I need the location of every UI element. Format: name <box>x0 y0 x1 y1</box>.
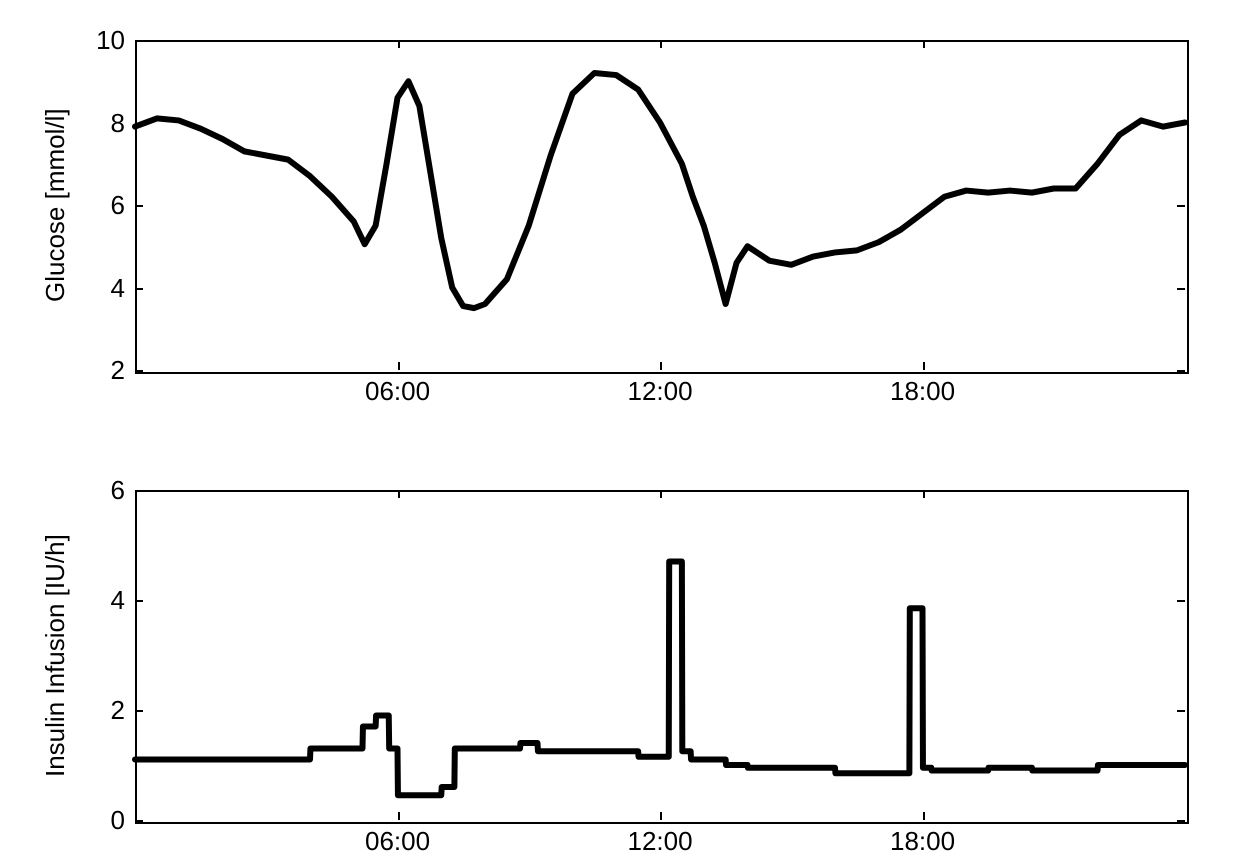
insulin-ylabel: Insulin Infusion [IU/h] <box>40 534 71 777</box>
glucose-ytick-label: 10 <box>96 25 125 56</box>
glucose-ytick-label: 8 <box>111 108 125 139</box>
glucose-ytick-right <box>1177 370 1185 372</box>
insulin-ytick-right <box>1177 820 1185 822</box>
insulin-ytick-label: 6 <box>111 475 125 506</box>
glucose-series-line <box>135 73 1185 308</box>
glucose-plot <box>135 40 1185 370</box>
glucose-ytick-label: 4 <box>111 273 125 304</box>
glucose-xtick-label: 18:00 <box>890 376 955 407</box>
insulin-ytick-label: 2 <box>111 695 125 726</box>
glucose-xtick-label: 12:00 <box>628 376 693 407</box>
glucose-ytick <box>135 370 143 372</box>
insulin-plot <box>135 490 1185 820</box>
insulin-ytick-label: 0 <box>111 805 125 836</box>
insulin-ytick-label: 4 <box>111 585 125 616</box>
insulin-xtick-label: 18:00 <box>890 826 955 857</box>
glucose-ytick-label: 6 <box>111 190 125 221</box>
insulin-xtick-label: 06:00 <box>365 826 430 857</box>
insulin-xtick-label: 12:00 <box>628 826 693 857</box>
insulin-series-line <box>135 562 1185 796</box>
insulin-ytick <box>135 820 143 822</box>
glucose-ylabel: Glucose [mmol/l] <box>40 108 71 302</box>
glucose-xtick-label: 06:00 <box>365 376 430 407</box>
glucose-ytick-label: 2 <box>111 355 125 386</box>
figure: Glucose [mmol/l] 2 4 6 8 10 06:00 12:00 18:00 Ins… <box>0 0 1240 861</box>
